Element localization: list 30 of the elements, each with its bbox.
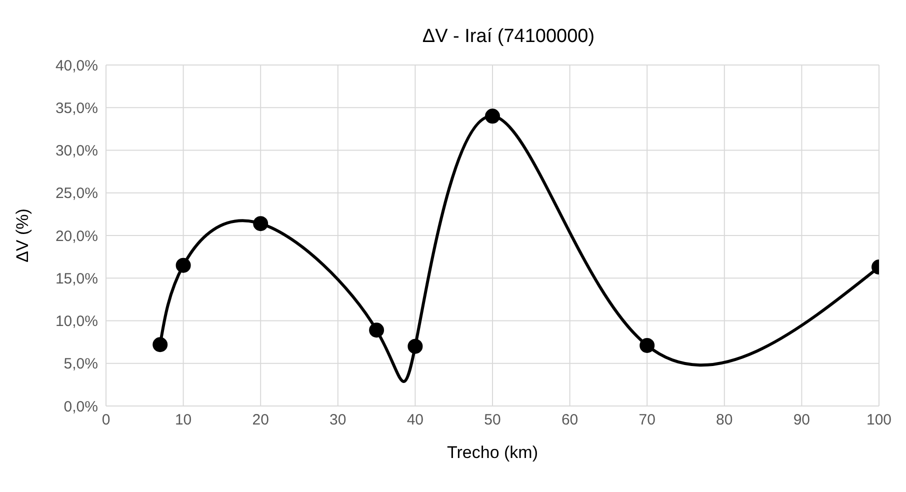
y-tick-label: 5,0% xyxy=(64,356,98,373)
y-tick-label: 40,0% xyxy=(55,57,98,74)
y-tick-label: 20,0% xyxy=(55,228,98,245)
x-tick-label: 90 xyxy=(793,412,810,429)
y-tick-label: 25,0% xyxy=(55,185,98,202)
y-tick-label: 30,0% xyxy=(55,142,98,160)
y-tick-label: 10,0% xyxy=(55,313,98,330)
x-tick-label: 60 xyxy=(561,412,578,429)
x-tick-label: 0 xyxy=(102,412,110,429)
point xyxy=(176,258,191,273)
x-tick-label: 100 xyxy=(866,412,892,429)
x-axis-title: Trecho (km) xyxy=(447,443,538,462)
x-tick-label: 50 xyxy=(484,412,501,429)
x-tick-label: 10 xyxy=(174,412,192,429)
point xyxy=(408,338,423,354)
y-tick-label: 15,0% xyxy=(55,270,98,288)
y-axis-title: ΔV (%) xyxy=(13,208,32,262)
x-tick-label: 20 xyxy=(252,412,269,429)
chart-title: ΔV - Iraí (74100000) xyxy=(421,26,596,48)
x-tick-label: 30 xyxy=(330,412,346,429)
point xyxy=(152,337,168,352)
x-tick-label: 80 xyxy=(716,412,733,429)
point xyxy=(369,322,384,338)
point xyxy=(485,108,500,124)
x-tick-label: 70 xyxy=(638,412,656,429)
point xyxy=(253,216,268,232)
point xyxy=(640,338,655,353)
y-tick-label: 0,0% xyxy=(64,398,98,416)
y-tick-label: 35,0% xyxy=(55,100,98,117)
x-tick-label: 40 xyxy=(406,412,424,429)
